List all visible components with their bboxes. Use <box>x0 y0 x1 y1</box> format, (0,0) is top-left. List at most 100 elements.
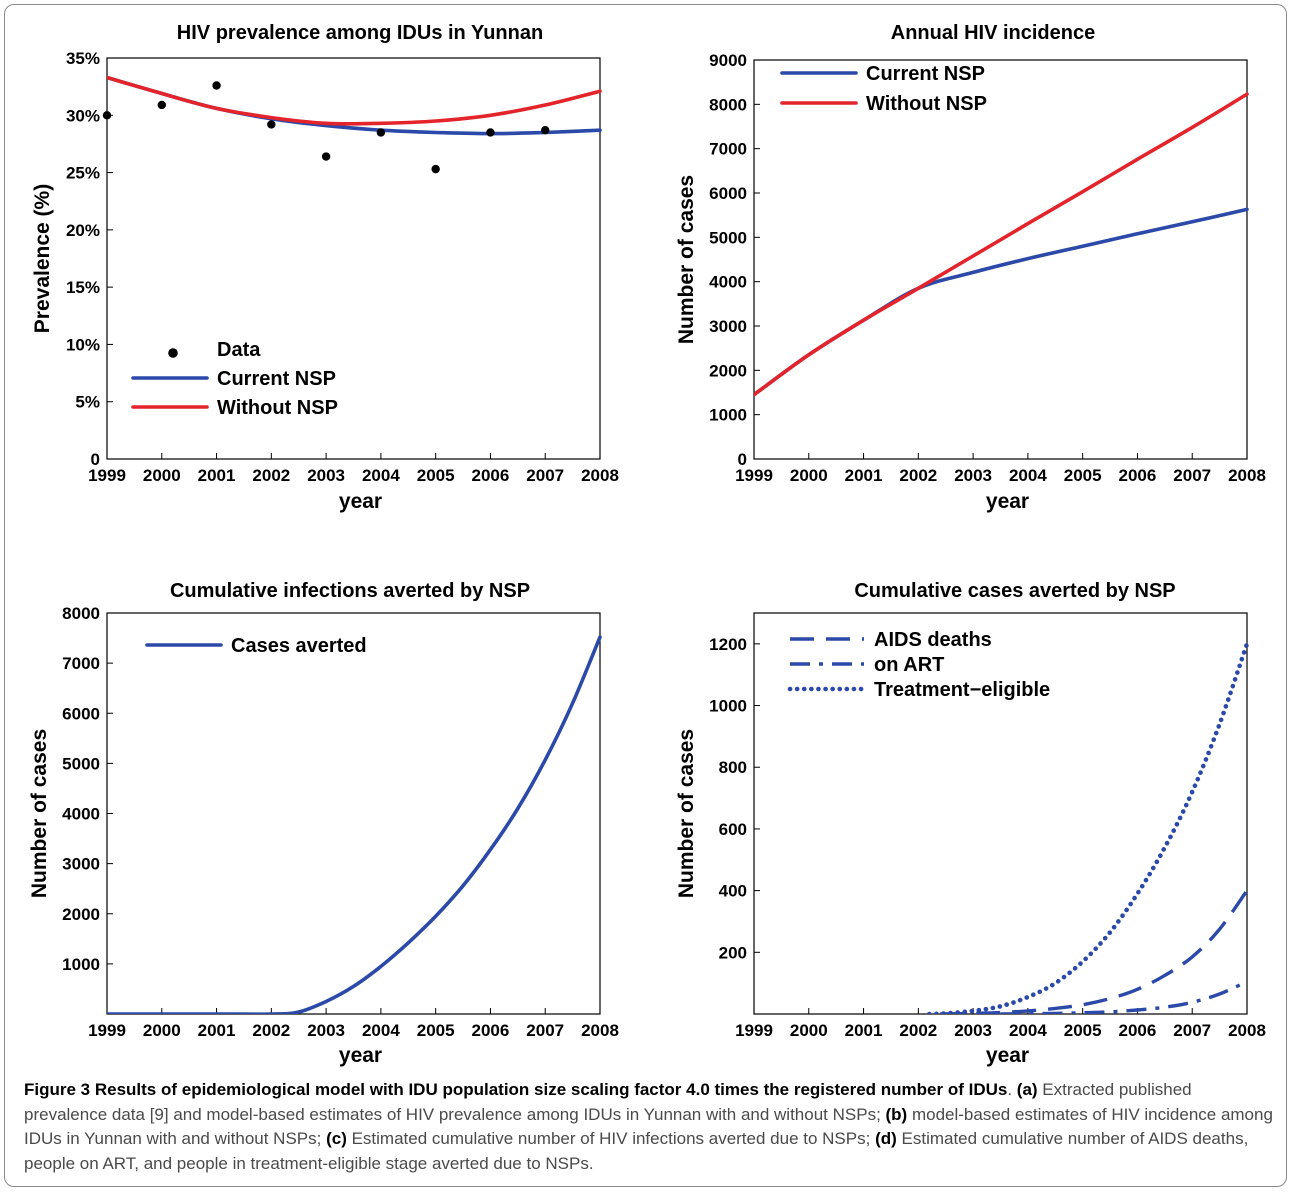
y-tick-label: 1200 <box>709 635 747 654</box>
x-tick-label: 2006 <box>1119 1021 1157 1040</box>
chart-title-b: Annual HIV incidence <box>891 22 1095 44</box>
y-axis-label-b: Number of cases <box>675 175 698 344</box>
y-tick-label: 3000 <box>709 317 747 336</box>
series-line-on-art <box>1000 980 1248 1014</box>
x-tick-label: 2002 <box>252 1021 290 1040</box>
caption-label-b: (b) <box>885 1104 908 1124</box>
legend-label-without-nsp: Without NSP <box>217 397 338 419</box>
x-axis-label-b: year <box>986 490 1029 513</box>
series-line-aids-deaths <box>940 889 1249 1014</box>
data-point <box>267 120 276 129</box>
y-tick-label: 8000 <box>62 604 100 623</box>
x-tick-label: 2005 <box>417 466 455 485</box>
y-tick-label: 30% <box>66 106 100 125</box>
y-tick-label: 10% <box>66 335 100 354</box>
x-tick-label: 2002 <box>252 466 290 485</box>
x-tick-label: 2000 <box>143 1021 181 1040</box>
x-tick-label: 1999 <box>735 466 773 485</box>
x-tick-label: 2003 <box>954 1021 992 1040</box>
x-tick-label: 2007 <box>526 1021 564 1040</box>
series-line-cases-averted <box>107 635 602 1014</box>
legend-label-current-nsp: Current NSP <box>866 63 985 85</box>
y-tick-label: 2000 <box>62 905 100 924</box>
x-tick-label: 2008 <box>1228 1021 1266 1040</box>
plot-area-c <box>106 612 601 1015</box>
series-line-without-nsp <box>107 75 602 126</box>
chart-b: Annual HIV incidence 1999 2000 2001 2002 2003… <box>675 22 1266 513</box>
y-tick-label: 6000 <box>709 184 747 203</box>
chart-title-a: HIV prevalence among IDUs in Yunnan <box>177 22 543 44</box>
y-tick-label: 600 <box>719 820 747 839</box>
caption-title: Figure 3 Results of epidemiological mode… <box>24 1080 1008 1099</box>
y-tick-label: 4000 <box>709 273 747 292</box>
x-tick-label: 2004 <box>362 1021 400 1040</box>
caption-text-d: Estimated cumulative number of AIDS deat… <box>24 1129 1249 1173</box>
y-tick-label: 7000 <box>709 140 747 159</box>
y-tick-label: 7000 <box>62 654 100 673</box>
caption-text-c: Estimated cumulative number of HIV infec… <box>346 1129 876 1148</box>
legend-label-data: Data <box>217 339 261 361</box>
x-tick-label: 2007 <box>526 466 564 485</box>
y-tick-label: 5% <box>75 393 100 412</box>
x-tick-label: 2006 <box>1119 466 1157 485</box>
data-point <box>212 81 221 90</box>
y-tick-label: 200 <box>719 943 747 962</box>
y-tick-label: 800 <box>719 758 747 777</box>
data-point <box>541 125 550 135</box>
x-tick-label: 2000 <box>143 466 181 485</box>
chart-a: HIV prevalence among IDUs in Yunnan 1999 2… <box>31 22 619 513</box>
plot-area-a <box>106 57 601 460</box>
y-tick-label: 0 <box>91 450 100 469</box>
y-tick-label: 400 <box>719 882 747 901</box>
data-point <box>102 111 112 120</box>
y-tick-label: 6000 <box>62 704 100 723</box>
legend-label-on-art: on ART <box>874 654 944 676</box>
x-tick-label: 1999 <box>735 1021 773 1040</box>
x-axis-label-d: year <box>986 1044 1029 1067</box>
plot-area-b <box>753 59 1248 460</box>
x-tick-label: 2004 <box>1009 1021 1047 1040</box>
y-tick-label: 15% <box>66 278 100 297</box>
x-tick-label: 2000 <box>790 466 828 485</box>
y-tick-label: 5000 <box>62 754 100 773</box>
figure-panels: HIV prevalence among IDUs in Yunnan 1999 2… <box>28 22 1266 1067</box>
x-tick-label: 2000 <box>790 1021 828 1040</box>
legend-label-without-nsp: Without NSP <box>866 93 987 115</box>
data-point <box>376 128 386 137</box>
y-axis-label-c: Number of cases <box>28 729 51 898</box>
y-tick-label: 8000 <box>709 95 747 114</box>
legend-label-cases-averted: Cases averted <box>231 635 367 657</box>
x-tick-label: 2003 <box>954 466 992 485</box>
x-tick-label: 2001 <box>845 466 883 485</box>
x-tick-label: 2001 <box>198 1021 236 1040</box>
y-tick-label: 1000 <box>709 406 747 425</box>
x-tick-label: 2002 <box>899 466 937 485</box>
x-tick-label: 2007 <box>1173 466 1211 485</box>
series-line-current-nsp <box>754 207 1249 397</box>
caption-text-b: model-based estimates of HIV incidence a… <box>24 1104 1273 1149</box>
legend-label-treatment-eligible: Treatment−eligible <box>874 679 1050 701</box>
x-tick-label: 1999 <box>88 466 126 485</box>
y-axis-label-a: Prevalence (%) <box>31 184 54 333</box>
x-tick-label: 2002 <box>899 1021 937 1040</box>
x-tick-label: 2004 <box>362 466 400 485</box>
y-tick-label: 5000 <box>709 228 747 247</box>
x-tick-label: 2006 <box>472 1021 510 1040</box>
x-axis-label-a: year <box>339 490 382 513</box>
legend-label-aids-deaths: AIDS deaths <box>874 629 992 651</box>
data-point <box>486 128 495 137</box>
data-point <box>321 152 331 161</box>
legend-marker-data <box>168 348 178 358</box>
x-tick-label: 2001 <box>845 1021 883 1040</box>
y-tick-label: 3000 <box>62 855 100 874</box>
chart-d: Cumulative cases averted by NSP 1999 2000 2… <box>675 580 1266 1067</box>
y-tick-label: 35% <box>66 49 100 68</box>
y-tick-label: 4000 <box>62 805 100 824</box>
chart-title-c: Cumulative infections averted by NSP <box>170 580 530 602</box>
x-tick-label: 2007 <box>1173 1021 1211 1040</box>
plot-area-d <box>753 612 1248 1015</box>
x-tick-label: 1999 <box>88 1021 126 1040</box>
x-tick-label: 2005 <box>1064 1021 1102 1040</box>
y-axis-label-d: Number of cases <box>675 729 698 898</box>
caption-label-c: (c) <box>326 1129 347 1148</box>
